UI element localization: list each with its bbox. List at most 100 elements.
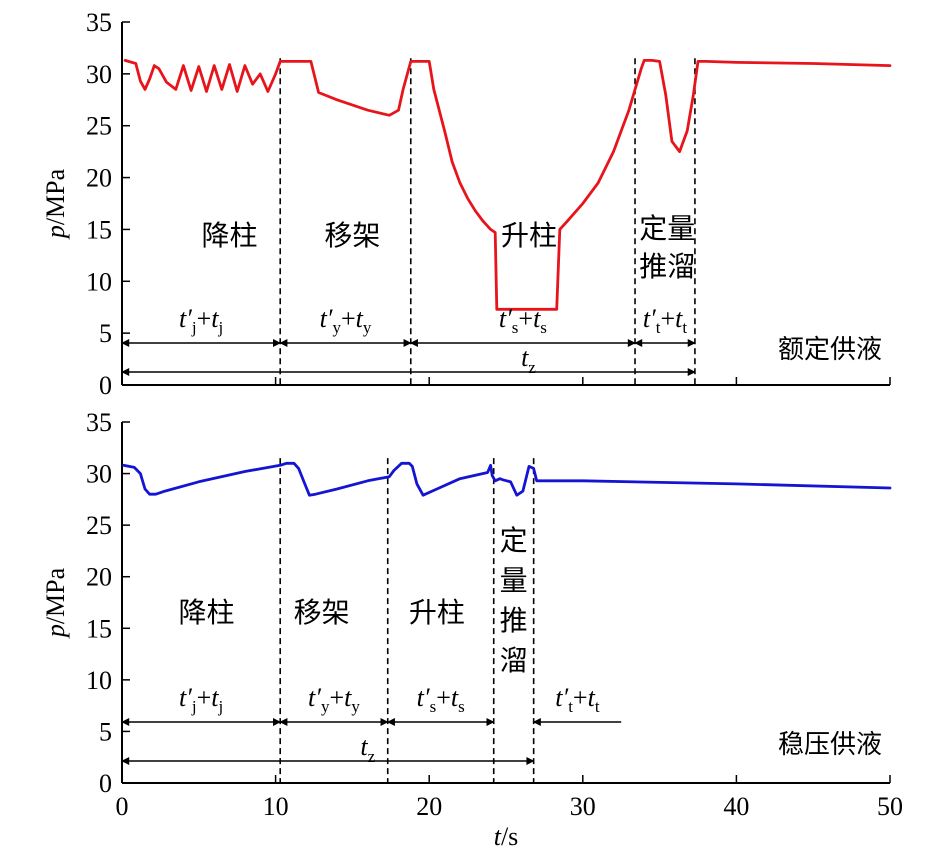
y-axis-label: p/MPa bbox=[41, 567, 70, 639]
total-var: t bbox=[360, 732, 368, 761]
interval-prime-var: t′ bbox=[417, 683, 430, 712]
interval-label: t′s+ts bbox=[499, 304, 547, 337]
total-var: t bbox=[521, 343, 529, 372]
interval-prime-sub: t bbox=[568, 697, 573, 716]
y-tick-label: 0 bbox=[99, 769, 112, 798]
y-tick-label: 10 bbox=[86, 267, 112, 296]
interval-var-sub: j bbox=[218, 318, 224, 337]
interval-label: t′y+ty bbox=[308, 683, 360, 716]
interval-var: t bbox=[211, 683, 219, 712]
bottom-panel: 0 5 10 15 20 25 30 35 0 10 20 30 40 50 p/MPa t/s 降柱 移架 升柱 定… bbox=[41, 408, 903, 849]
x-axis-label: t/s bbox=[494, 822, 519, 849]
interval-var: t bbox=[533, 304, 541, 333]
interval-plus: + bbox=[329, 683, 344, 712]
region-label: 定量 bbox=[639, 212, 695, 245]
pressure-line bbox=[122, 461, 892, 497]
interval-var-sub: t bbox=[595, 697, 600, 716]
x-tick-label: 50 bbox=[877, 792, 903, 821]
y-tick-label: 15 bbox=[86, 215, 112, 244]
interval-label: t′t+tt bbox=[643, 304, 688, 337]
interval-var-sub: y bbox=[363, 318, 372, 337]
y-tick-label: 25 bbox=[86, 511, 112, 540]
interval-plus: + bbox=[660, 304, 675, 333]
total-sub: z bbox=[528, 358, 536, 377]
supply-mode-label: 稳压供液 bbox=[778, 730, 882, 760]
interval-plus: + bbox=[436, 683, 451, 712]
interval-var: t bbox=[211, 304, 219, 333]
interval-var-sub: j bbox=[218, 697, 224, 716]
region-label: 升柱 bbox=[409, 596, 465, 629]
y-axis-label-unit: /MPa bbox=[41, 567, 70, 624]
interval-prime-var: t′ bbox=[179, 304, 192, 333]
interval-var-sub: s bbox=[540, 318, 547, 337]
interval-prime-sub: j bbox=[191, 697, 197, 716]
interval-prime-sub: s bbox=[512, 318, 519, 337]
y-tick-label: 5 bbox=[99, 717, 112, 746]
x-tick-label: 0 bbox=[116, 792, 129, 821]
supply-mode-label: 额定供液 bbox=[778, 335, 882, 365]
interval-plus: + bbox=[518, 304, 533, 333]
y-tick-label: 20 bbox=[86, 164, 112, 193]
x-axis-label-unit: /s bbox=[501, 822, 518, 849]
interval-label: t′s+ts bbox=[417, 683, 465, 716]
y-tick-label: 35 bbox=[86, 8, 112, 37]
total-sub: z bbox=[368, 747, 376, 766]
y-tick-label: 0 bbox=[99, 371, 112, 400]
interval-label: t′y+ty bbox=[320, 304, 372, 337]
x-tick-label: 10 bbox=[263, 792, 289, 821]
interval-label: t′j+tj bbox=[179, 304, 223, 337]
interval-plus: + bbox=[197, 304, 212, 333]
region-label: 推 bbox=[500, 604, 528, 637]
region-label: 量 bbox=[500, 564, 528, 597]
y-axis-label-var: p bbox=[41, 624, 70, 639]
y-tick-label: 10 bbox=[86, 666, 112, 695]
region-label: 溜 bbox=[500, 644, 528, 677]
y-axis-label-unit: /MPa bbox=[41, 168, 70, 225]
interval-prime-var: t′ bbox=[308, 683, 321, 712]
y-tick-label: 30 bbox=[86, 460, 112, 489]
y-tick-label: 25 bbox=[86, 112, 112, 141]
interval-prime-sub: t bbox=[656, 318, 661, 337]
y-axis-label-var: p bbox=[41, 225, 70, 240]
interval-prime-var: t′ bbox=[179, 683, 192, 712]
x-axis-label-var: t bbox=[494, 822, 502, 849]
x-tick-label: 20 bbox=[416, 792, 442, 821]
interval-plus: + bbox=[197, 683, 212, 712]
interval-var-sub: y bbox=[351, 697, 360, 716]
interval-var-sub: s bbox=[458, 697, 465, 716]
interval-label: t′j+tj bbox=[179, 683, 223, 716]
interval-prime-sub: y bbox=[332, 318, 341, 337]
interval-plus: + bbox=[341, 304, 356, 333]
pressure-line bbox=[123, 59, 892, 311]
interval-prime-sub: y bbox=[321, 697, 330, 716]
interval-prime-var: t′ bbox=[555, 683, 568, 712]
total-label: tz bbox=[360, 732, 375, 766]
interval-var: t bbox=[356, 304, 364, 333]
interval-var: t bbox=[588, 683, 596, 712]
interval-var: t bbox=[451, 683, 459, 712]
interval-prime-sub: j bbox=[191, 318, 197, 337]
y-tick-label: 15 bbox=[86, 614, 112, 643]
region-label: 升柱 bbox=[501, 219, 557, 252]
y-tick-label: 20 bbox=[86, 563, 112, 592]
interval-label: t′t+tt bbox=[555, 683, 600, 716]
x-tick-label: 30 bbox=[570, 792, 596, 821]
interval-prime-var: t′ bbox=[320, 304, 333, 333]
x-tick-label: 40 bbox=[723, 792, 749, 821]
region-label: 定 bbox=[500, 524, 528, 557]
interval-prime-var: t′ bbox=[499, 304, 512, 333]
region-label: 移架 bbox=[324, 219, 380, 252]
interval-plus: + bbox=[573, 683, 588, 712]
region-label: 移架 bbox=[294, 596, 350, 629]
interval-var: t bbox=[344, 683, 352, 712]
y-axis-label: p/MPa bbox=[41, 168, 70, 240]
region-label: 降柱 bbox=[202, 219, 258, 252]
interval-var: t bbox=[675, 304, 683, 333]
y-tick-label: 35 bbox=[86, 408, 112, 437]
total-label: tz bbox=[521, 343, 536, 377]
y-tick-label: 5 bbox=[99, 319, 112, 348]
interval-prime-var: t′ bbox=[643, 304, 656, 333]
y-tick-label: 30 bbox=[86, 60, 112, 89]
